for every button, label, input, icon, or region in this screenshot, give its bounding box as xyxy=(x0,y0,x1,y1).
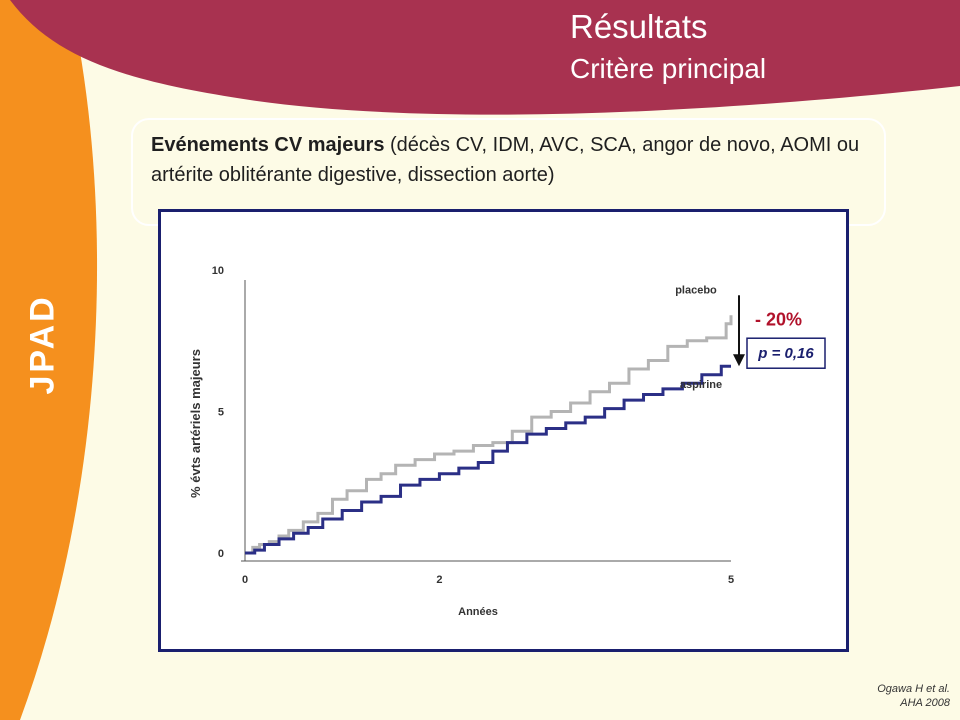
x-tick-label: 5 xyxy=(728,574,734,586)
reference: Ogawa H et al. AHA 2008 xyxy=(877,682,950,710)
top-banner xyxy=(0,0,960,115)
y-tick-label: 0 xyxy=(218,548,224,560)
series-line-aspirine xyxy=(245,364,731,555)
endpoint-box: Evénements CV majeurs (décès CV, IDM, AV… xyxy=(131,118,886,226)
endpoint-bold: Evénements CV majeurs xyxy=(151,134,385,156)
endpoint-rest: (décès CV, IDM, AVC, SCA, angor de novo,… xyxy=(151,134,860,186)
reference-authors: Ogawa H et al. xyxy=(877,683,950,695)
left-orange-band xyxy=(0,0,98,720)
slide-subtitle: Critère principal xyxy=(570,53,767,84)
series-line-placebo xyxy=(245,315,733,555)
x-axis-title: Années xyxy=(458,606,498,618)
y-tick-label: 5 xyxy=(218,407,224,419)
series-label-aspirine: aspirine xyxy=(680,379,722,391)
endpoint-text: Evénements CV majeurs (décès CV, IDM, AV… xyxy=(151,130,871,190)
slide-title: Résultats xyxy=(570,8,708,45)
pvalue-label: p = 0,16 xyxy=(757,345,814,362)
y-axis-title: % évts artériels majeurs xyxy=(188,349,203,498)
reference-source: AHA 2008 xyxy=(900,697,950,709)
chart-frame: 0 5 10 0 2 5 % évts artériels majeurs Années pla… xyxy=(158,209,849,652)
km-chart: 0 5 10 0 2 5 % évts artériels majeurs Années pla… xyxy=(188,265,826,618)
x-tick-label: 0 xyxy=(242,574,248,586)
reduction-label: - 20% xyxy=(755,309,802,329)
brand-label: JPAD xyxy=(23,294,62,395)
reduction-arrow-head xyxy=(733,354,745,367)
series-label-placebo: placebo xyxy=(675,284,717,296)
y-tick-label: 10 xyxy=(212,265,224,277)
x-tick-label: 2 xyxy=(436,574,442,586)
pvalue-box xyxy=(746,337,826,369)
